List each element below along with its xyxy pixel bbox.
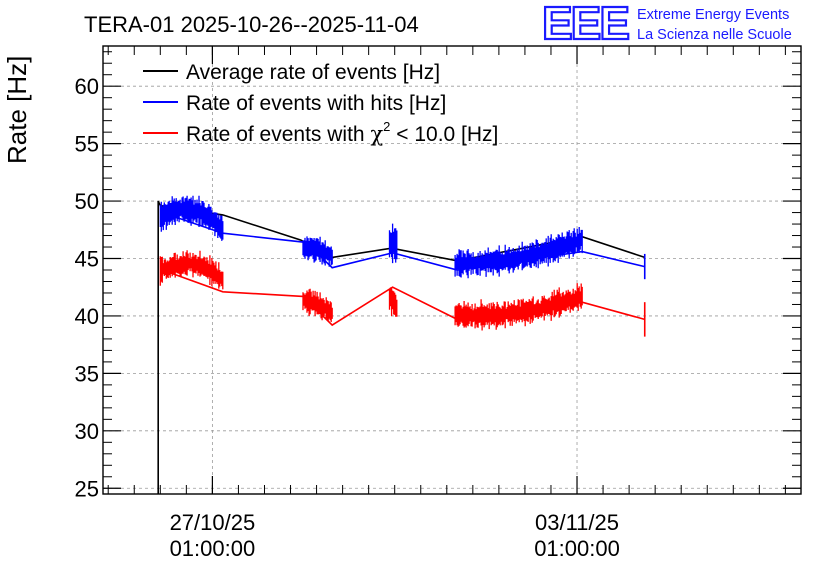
x-tick-label-date: 27/10/25 [170, 510, 256, 535]
eee-logo: EEE Extreme Energy Events La Scienza nel… [541, 0, 792, 50]
y-tick-label: 35 [75, 361, 99, 386]
legend-label-hits: Rate of events with hits [Hz] [186, 92, 446, 115]
y-tick-label: 30 [75, 419, 99, 444]
series-noise-band [454, 227, 583, 279]
y-tick-label: 25 [75, 476, 99, 501]
y-axis-title: Rate [Hz] [2, 56, 32, 164]
logo-line-2: La Scienza nelle Scuole [637, 27, 792, 43]
series-noise-band [302, 288, 333, 322]
x-tick-label-time: 01:00:00 [170, 536, 256, 561]
logo-line-1: Extreme Energy Events [637, 7, 789, 23]
series-noise-band [388, 287, 398, 317]
axes: 253035404550556027/10/2501:00:0003/11/25… [75, 46, 801, 561]
legend-label-average: Average rate of events [Hz] [186, 61, 440, 84]
y-tick-label: 40 [75, 304, 99, 329]
series-1 [159, 195, 646, 280]
series-noise-band [159, 195, 224, 241]
series-noise-band [388, 223, 398, 264]
series-noise-band [302, 236, 333, 267]
series-2 [159, 250, 646, 337]
legend-label-chi2: Rate of events with χ2 < 10.0 [Hz] [186, 119, 498, 146]
x-tick-label-date: 03/11/25 [535, 510, 619, 535]
grid-lines [103, 46, 801, 494]
series-layer [157, 195, 646, 494]
legend: Average rate of events [Hz] Rate of even… [143, 61, 498, 146]
y-tick-label: 55 [75, 132, 99, 157]
y-tick-label: 60 [75, 74, 99, 99]
logo-mark: EEE [542, 0, 628, 49]
series-noise-band [159, 250, 224, 290]
x-tick-label-time: 01:00:00 [534, 536, 620, 561]
chart-title: TERA-01 2025-10-26--2025-11-04 [84, 12, 419, 37]
series-noise-band [454, 283, 583, 331]
y-tick-label: 45 [75, 247, 99, 272]
y-tick-label: 50 [75, 189, 99, 214]
